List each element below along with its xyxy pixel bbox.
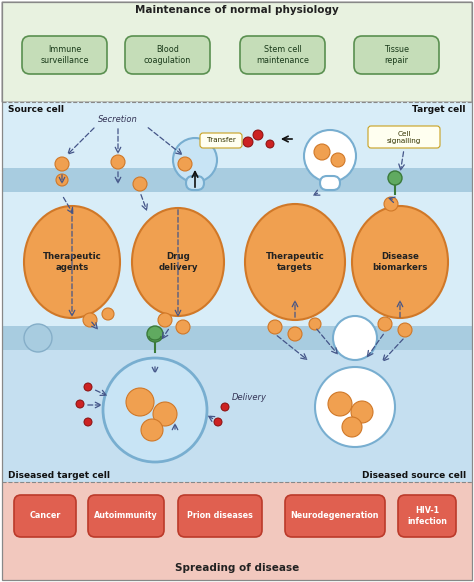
Text: Spreading of disease: Spreading of disease (175, 563, 299, 573)
Circle shape (378, 317, 392, 331)
FancyBboxPatch shape (125, 36, 210, 74)
FancyBboxPatch shape (354, 36, 439, 74)
FancyBboxPatch shape (2, 2, 472, 102)
FancyBboxPatch shape (240, 36, 325, 74)
Text: Immune
surveillance: Immune surveillance (40, 45, 89, 65)
Text: Neurodegeneration: Neurodegeneration (291, 512, 379, 520)
FancyBboxPatch shape (2, 168, 472, 192)
Text: Target cell: Target cell (412, 105, 466, 113)
Circle shape (178, 157, 192, 171)
Ellipse shape (132, 208, 224, 316)
Circle shape (253, 130, 263, 140)
Circle shape (153, 402, 177, 426)
Ellipse shape (245, 204, 345, 320)
FancyBboxPatch shape (2, 102, 472, 482)
FancyBboxPatch shape (2, 326, 472, 350)
FancyBboxPatch shape (320, 176, 340, 190)
Circle shape (214, 418, 222, 426)
FancyBboxPatch shape (14, 495, 76, 537)
Circle shape (126, 388, 154, 416)
Circle shape (84, 383, 92, 391)
Text: HIV-1
infection: HIV-1 infection (407, 506, 447, 526)
FancyBboxPatch shape (178, 495, 262, 537)
Circle shape (315, 367, 395, 447)
Text: Disease
biomarkers: Disease biomarkers (372, 253, 428, 272)
Text: Tissue
repair: Tissue repair (384, 45, 409, 65)
Circle shape (24, 324, 52, 352)
Circle shape (398, 323, 412, 337)
Circle shape (176, 320, 190, 334)
FancyBboxPatch shape (200, 133, 242, 148)
Circle shape (141, 419, 163, 441)
Text: Blood
coagulation: Blood coagulation (144, 45, 191, 65)
FancyBboxPatch shape (398, 495, 456, 537)
FancyBboxPatch shape (88, 495, 164, 537)
Circle shape (102, 308, 114, 320)
Circle shape (84, 418, 92, 426)
Text: Cancer: Cancer (29, 512, 61, 520)
Circle shape (147, 326, 163, 342)
FancyBboxPatch shape (368, 126, 440, 148)
Circle shape (173, 138, 217, 182)
Text: Therapeutic
agents: Therapeutic agents (43, 253, 101, 272)
Ellipse shape (24, 206, 120, 318)
Circle shape (266, 140, 274, 148)
FancyBboxPatch shape (2, 350, 472, 482)
Circle shape (333, 316, 377, 360)
Circle shape (158, 313, 172, 327)
Circle shape (76, 400, 84, 408)
Text: Maintenance of normal physiology: Maintenance of normal physiology (135, 5, 339, 15)
Circle shape (55, 157, 69, 171)
Text: Therapeutic
targets: Therapeutic targets (265, 253, 324, 272)
Text: Cell
signalling: Cell signalling (387, 130, 421, 144)
Circle shape (133, 177, 147, 191)
Circle shape (384, 197, 398, 211)
FancyBboxPatch shape (285, 495, 385, 537)
FancyBboxPatch shape (22, 36, 107, 74)
Text: Delivery: Delivery (232, 392, 267, 402)
Circle shape (221, 403, 229, 411)
FancyBboxPatch shape (2, 482, 472, 580)
Circle shape (314, 144, 330, 160)
Text: Transfer: Transfer (207, 137, 236, 144)
Text: Secretion: Secretion (98, 115, 138, 123)
Circle shape (351, 401, 373, 423)
Circle shape (304, 130, 356, 182)
Text: Diseased source cell: Diseased source cell (362, 470, 466, 480)
Circle shape (56, 174, 68, 186)
Text: Diseased target cell: Diseased target cell (8, 470, 110, 480)
Text: Prion diseases: Prion diseases (187, 512, 253, 520)
Circle shape (288, 327, 302, 341)
Text: Source cell: Source cell (8, 105, 64, 113)
Circle shape (111, 155, 125, 169)
Text: Stem cell
maintenance: Stem cell maintenance (256, 45, 309, 65)
Circle shape (342, 417, 362, 437)
Circle shape (103, 358, 207, 462)
Circle shape (331, 153, 345, 167)
Text: Autoimmunity: Autoimmunity (94, 512, 158, 520)
Ellipse shape (352, 206, 448, 318)
Text: Drug
delivery: Drug delivery (158, 253, 198, 272)
Circle shape (388, 171, 402, 185)
Circle shape (83, 313, 97, 327)
Circle shape (309, 318, 321, 330)
Circle shape (268, 320, 282, 334)
FancyBboxPatch shape (186, 176, 204, 190)
Circle shape (243, 137, 253, 147)
Circle shape (328, 392, 352, 416)
